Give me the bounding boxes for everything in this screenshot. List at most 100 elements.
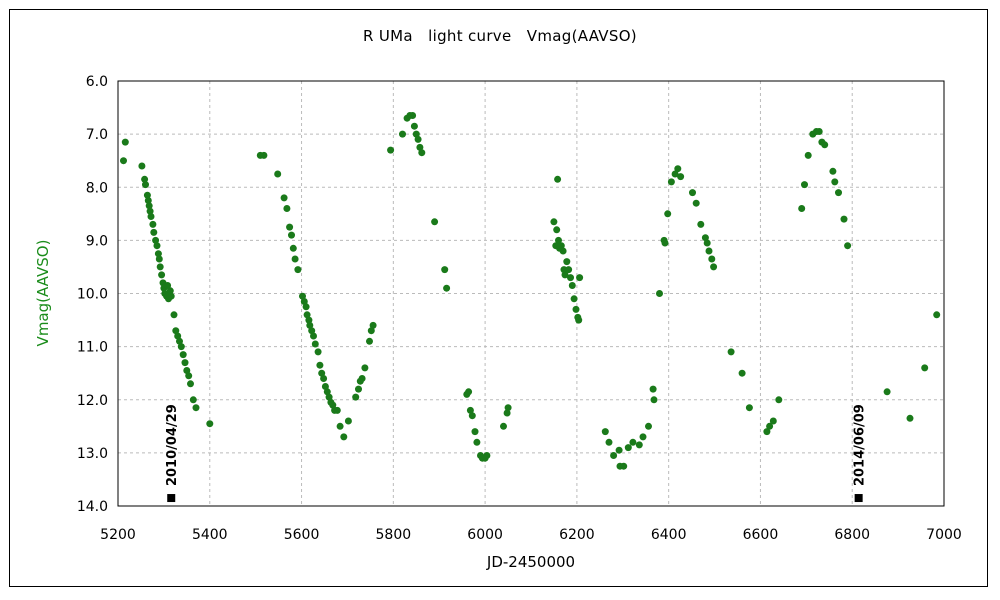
x-tick-label: 5800 (376, 527, 412, 543)
data-point (689, 189, 696, 197)
data-point (306, 321, 314, 329)
data-point (933, 311, 941, 319)
data-point (883, 388, 891, 396)
data-point (575, 316, 583, 324)
data-point (500, 422, 507, 430)
data-point (299, 292, 306, 300)
y-tick-label: 12.0 (77, 393, 108, 409)
x-tick-label: 5400 (192, 527, 228, 543)
data-point (465, 388, 473, 396)
data-point (409, 112, 417, 119)
data-point (333, 406, 341, 414)
data-point (645, 422, 652, 430)
data-point (471, 428, 479, 436)
data-point (143, 191, 151, 199)
y-tick-label: 14.0 (77, 499, 108, 515)
data-point (146, 207, 154, 215)
data-point (336, 422, 344, 430)
data-point (766, 422, 774, 430)
data-point (650, 396, 658, 404)
data-point (121, 138, 129, 146)
data-point (369, 321, 377, 329)
data-point (288, 231, 295, 239)
data-point (152, 236, 160, 244)
data-point (283, 205, 291, 212)
data-point (431, 218, 439, 226)
y-tick-label: 6.0 (86, 74, 108, 90)
data-point (570, 295, 578, 303)
date-marker (167, 494, 176, 503)
data-point (150, 228, 158, 236)
data-point (187, 380, 194, 388)
data-point (550, 218, 558, 226)
data-point (323, 388, 331, 396)
data-point (325, 393, 333, 401)
data-point (844, 242, 852, 250)
data-point (156, 263, 164, 271)
data-point (677, 173, 685, 181)
x-axis-label: JD-2450000 (486, 553, 576, 571)
data-point (829, 167, 837, 175)
data-point (155, 255, 163, 263)
data-point (563, 258, 571, 266)
data-point (906, 414, 914, 422)
data-point (274, 170, 282, 178)
data-point (835, 189, 842, 197)
data-point (206, 420, 214, 428)
data-point (443, 284, 451, 292)
data-point (166, 287, 174, 295)
data-point (260, 151, 268, 159)
date-marker (854, 494, 863, 503)
data-point (801, 181, 808, 189)
data-point (280, 194, 288, 202)
y-axis-label: Vmag(AAVSO) (34, 239, 52, 347)
data-point (352, 393, 360, 401)
data-point (697, 220, 705, 228)
data-point (149, 220, 157, 228)
data-point (320, 375, 328, 382)
y-tick-label: 10.0 (77, 287, 108, 303)
x-tick-label: 5600 (284, 527, 320, 543)
data-point (367, 327, 375, 335)
data-point (601, 428, 609, 436)
data-point (553, 226, 561, 234)
data-point (738, 369, 746, 377)
data-point (703, 239, 711, 247)
data-point (294, 266, 302, 274)
data-point (311, 340, 319, 348)
data-point (559, 247, 567, 255)
data-point (289, 244, 297, 252)
x-tick-label: 6800 (834, 527, 870, 543)
data-point (624, 444, 632, 452)
data-point (142, 181, 149, 189)
data-point (798, 205, 806, 212)
data-point (745, 404, 753, 412)
data-point (671, 170, 679, 178)
data-point (185, 372, 193, 380)
data-point (120, 157, 127, 165)
data-point (358, 375, 366, 382)
data-point (172, 327, 180, 335)
data-point (192, 404, 200, 412)
data-point (708, 255, 716, 263)
data-point (667, 178, 675, 186)
y-tick-label: 9.0 (86, 233, 108, 249)
data-point (840, 215, 848, 223)
data-point (189, 396, 197, 404)
y-tick-label: 13.0 (77, 446, 108, 462)
data-point (154, 250, 162, 258)
data-point (170, 311, 178, 319)
data-point (565, 266, 573, 274)
data-point (147, 213, 155, 220)
data-point (302, 303, 310, 311)
data-point (174, 332, 182, 340)
x-tick-label: 5200 (100, 527, 136, 543)
data-point (355, 385, 362, 393)
data-point (153, 242, 161, 250)
data-point (576, 274, 584, 282)
data-point (399, 130, 406, 138)
data-point (554, 175, 562, 183)
data-point (605, 438, 613, 446)
data-point (763, 428, 771, 436)
